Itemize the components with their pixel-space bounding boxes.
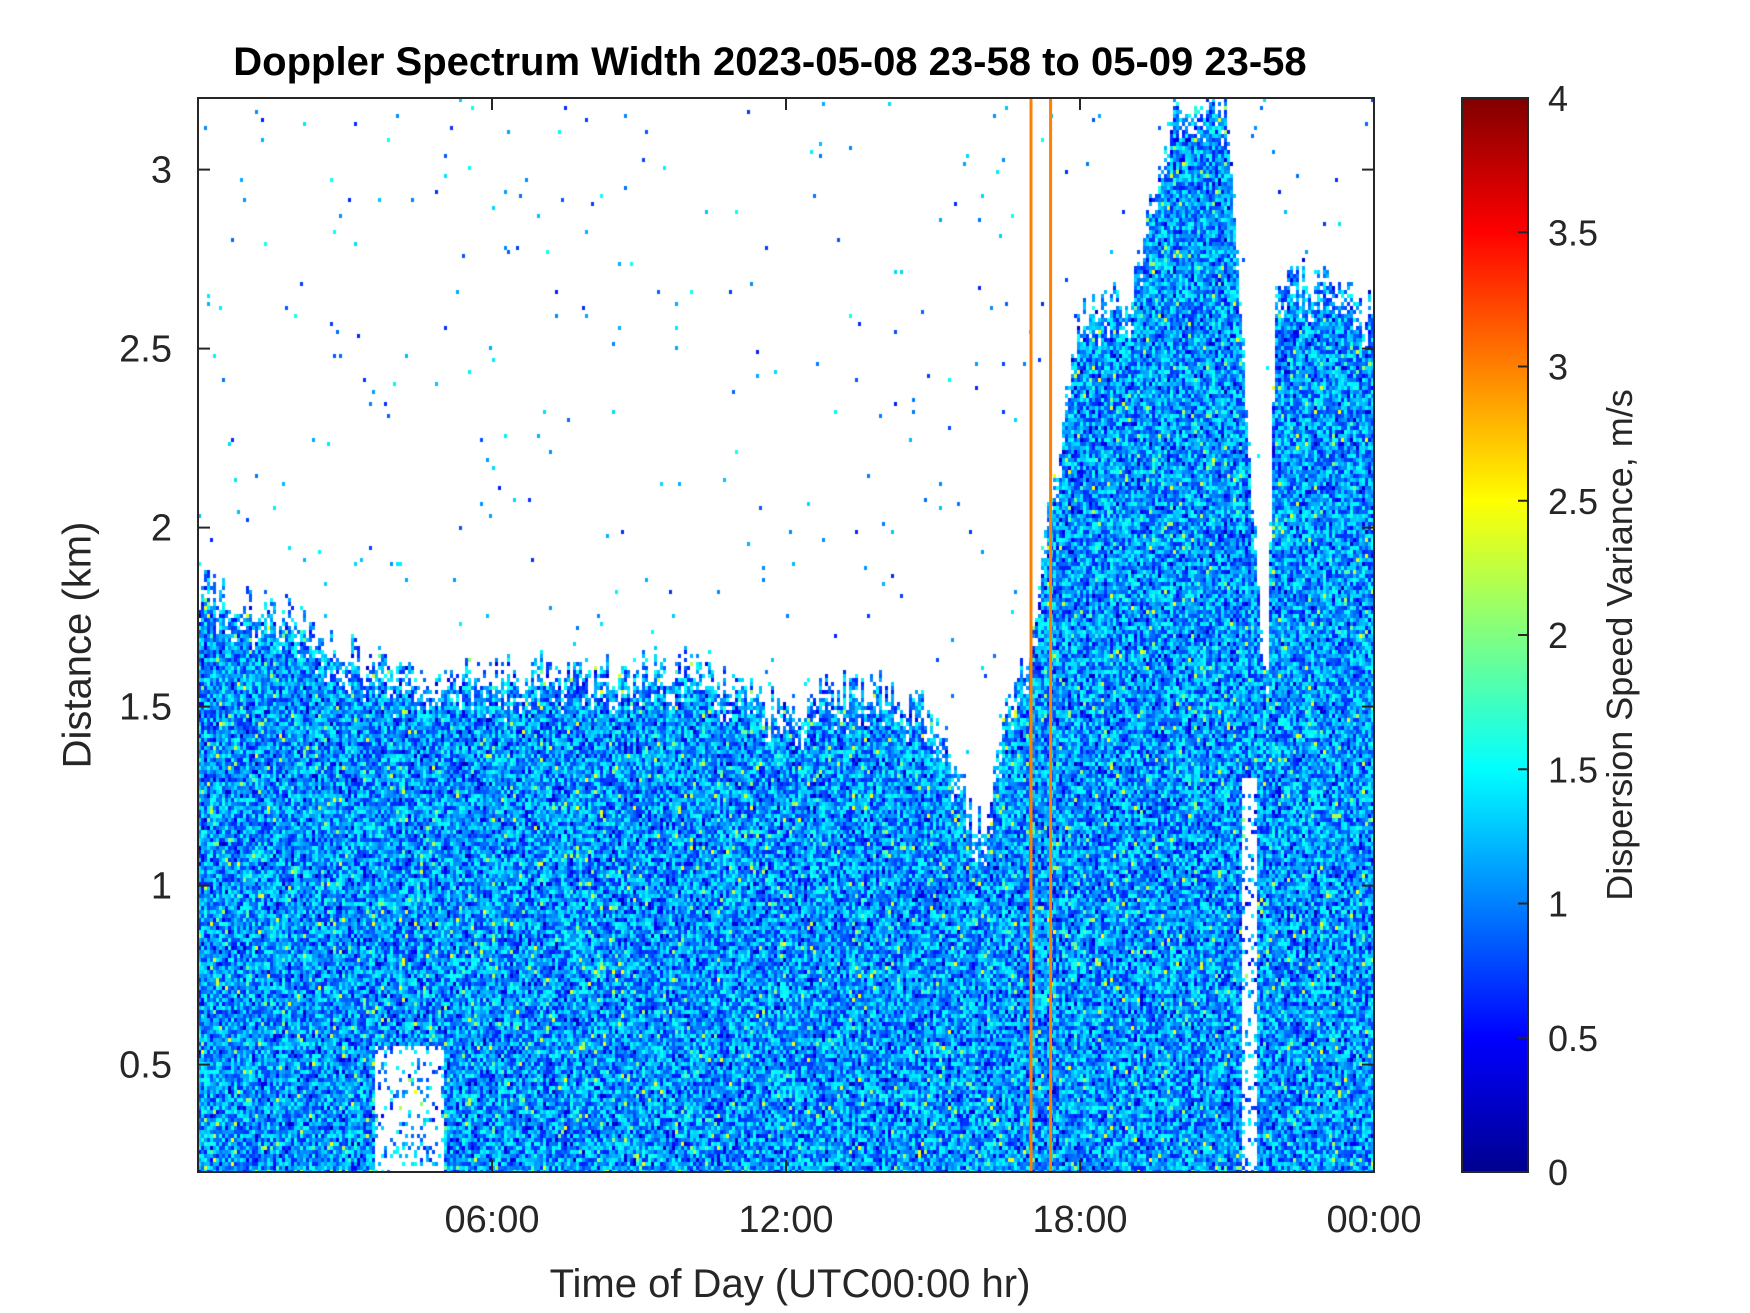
y-axis-ticks: 0.5 1 1.5 2 2.5 3 [119, 150, 1374, 1087]
y-tick-label: 2 [151, 508, 172, 550]
y-axis-label: Distance (km) [55, 521, 100, 769]
x-tick-label: 18:00 [1032, 1199, 1127, 1241]
x-axis-ticks: 06:00 12:00 18:00 00:00 [444, 98, 1422, 1241]
colorbar-tick-label: 4 [1548, 78, 1568, 119]
y-tick-label: 3 [151, 150, 172, 192]
colorbar-ticks: 0 0.5 1 1.5 2 2.5 3 3.5 4 [1518, 78, 1598, 1193]
colorbar-tick-label: 3.5 [1548, 212, 1598, 253]
colorbar-tick-label: 0.5 [1548, 1018, 1598, 1059]
y-tick-label: 1.5 [119, 687, 172, 729]
chart-title: Doppler Spectrum Width 2023-05-08 23-58 … [233, 40, 1307, 84]
colorbar-tick-label: 1 [1548, 884, 1568, 925]
colorbar-label: Dispersion Speed Variance, m/s [1599, 389, 1640, 901]
y-tick-label: 1 [151, 866, 172, 908]
x-tick-label: 00:00 [1326, 1199, 1421, 1241]
colorbar-tick-label: 2 [1548, 615, 1568, 656]
y-tick-label: 2.5 [119, 329, 172, 371]
colorbar-tick-label: 2.5 [1548, 481, 1598, 522]
y-tick-label: 0.5 [119, 1045, 172, 1087]
colorbar-tick-label: 1.5 [1548, 749, 1598, 790]
x-tick-label: 12:00 [738, 1199, 833, 1241]
x-axis-label: Time of Day (UTC00:00 hr) [549, 1262, 1031, 1306]
colorbar-tick-label: 0 [1548, 1152, 1568, 1193]
heatmap-layer [198, 98, 1374, 1172]
colorbar [1461, 97, 1529, 1173]
x-tick-label: 06:00 [444, 1199, 539, 1241]
colorbar-tick-label: 3 [1548, 347, 1568, 388]
heatmap-cells [198, 98, 1374, 1172]
high-variance-streaks [1029, 98, 1053, 1172]
